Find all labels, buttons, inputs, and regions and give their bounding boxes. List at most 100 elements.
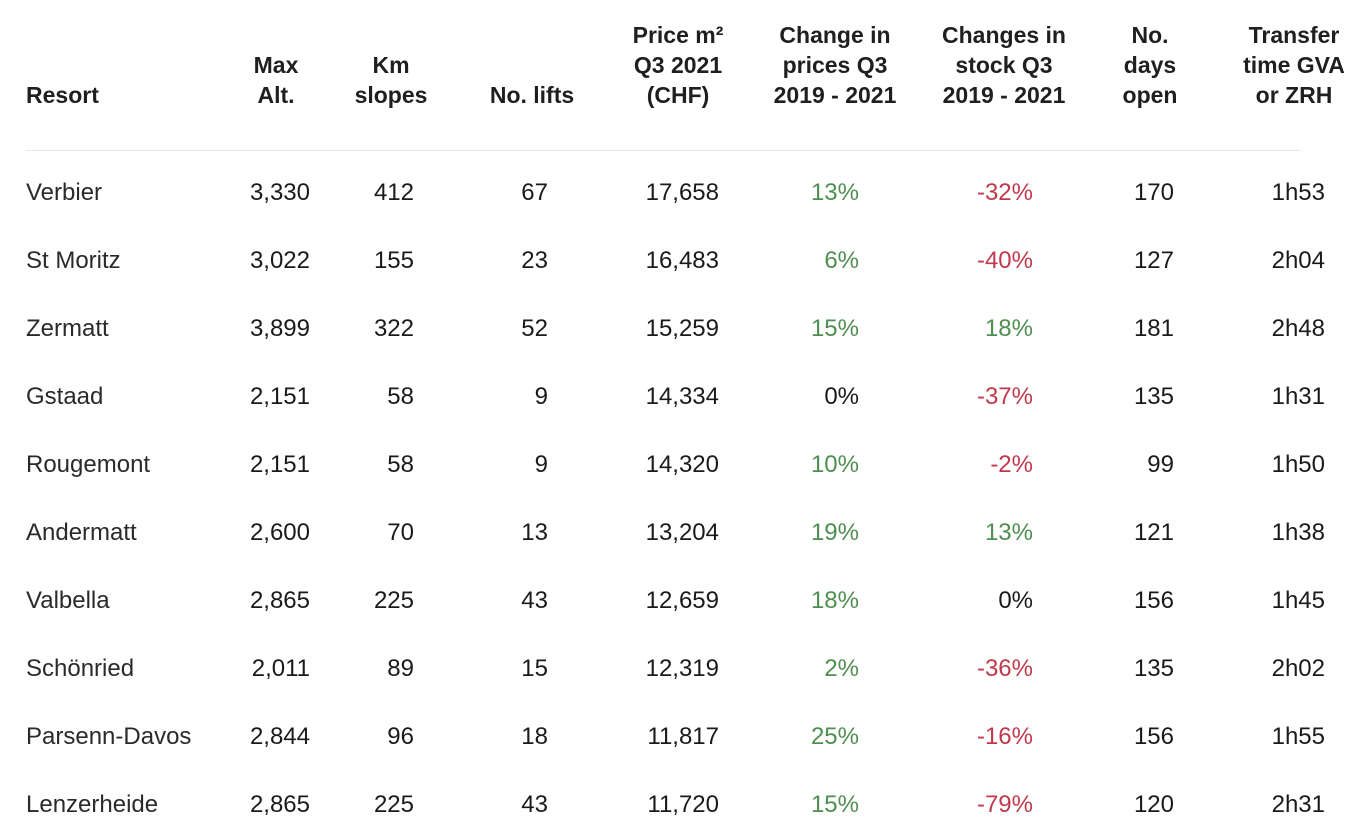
cell-days-open: 121 [1133, 519, 1174, 546]
table-row: Andermatt 2,600 70 13 13,204 19% 13% 121 1h38 [0, 499, 1360, 567]
cell-km-slopes: 58 [387, 383, 414, 410]
cell-km-slopes: 322 [373, 315, 414, 342]
cell-max-alt: 2,151 [249, 383, 310, 410]
table-row: Lenzerheide 2,865 225 43 11,720 15% -79% 120 2h3… [0, 771, 1360, 839]
cell-no-lifts: 43 [521, 791, 548, 818]
header-stock-change: Changes in stock Q3 2019 - 2021 [942, 22, 1066, 108]
cell-stock-change: -37% [976, 383, 1033, 410]
table-row: Valbella 2,865 225 43 12,659 18% 0% 156 1h45 [0, 567, 1360, 635]
cell-stock-change: -2% [990, 451, 1033, 478]
cell-max-alt: 2,865 [249, 587, 310, 614]
header-days-open: No. days open [1122, 22, 1178, 108]
cell-no-lifts: 15 [521, 655, 548, 682]
cell-price-change: 2% [824, 655, 859, 682]
header-price-change: Change in prices Q3 2019 - 2021 [773, 22, 897, 108]
cell-transfer-time: 1h55 [1271, 723, 1325, 750]
cell-km-slopes: 155 [373, 247, 414, 274]
cell-days-open: 181 [1133, 315, 1174, 342]
cell-resort: Lenzerheide [26, 791, 159, 818]
cell-price-change: 10% [810, 451, 859, 478]
cell-km-slopes: 412 [373, 179, 414, 206]
cell-stock-change: 13% [984, 519, 1033, 546]
cell-stock-change: -36% [976, 655, 1033, 682]
cell-days-open: 135 [1133, 383, 1174, 410]
cell-transfer-time: 2h02 [1271, 655, 1325, 682]
cell-days-open: 120 [1133, 791, 1174, 818]
cell-price: 14,320 [645, 451, 719, 478]
cell-no-lifts: 52 [521, 315, 548, 342]
table-row: Gstaad 2,151 58 9 14,334 0% -37% 135 1h31 [0, 363, 1360, 431]
cell-price: 12,319 [645, 655, 719, 682]
cell-resort: Parsenn-Davos [26, 723, 192, 750]
cell-max-alt: 2,011 [251, 655, 310, 682]
cell-price: 11,720 [647, 791, 719, 818]
cell-km-slopes: 225 [373, 587, 414, 614]
cell-days-open: 135 [1133, 655, 1174, 682]
cell-resort: Zermatt [26, 315, 109, 342]
cell-price-change: 18% [810, 587, 859, 614]
cell-price: 17,658 [645, 179, 719, 206]
table-row: Rougemont 2,151 58 9 14,320 10% -2% 99 1h50 [0, 431, 1360, 499]
cell-max-alt: 3,899 [249, 315, 310, 342]
cell-transfer-time: 2h31 [1271, 791, 1325, 818]
cell-stock-change: -32% [976, 179, 1033, 206]
cell-price: 12,659 [645, 587, 719, 614]
cell-days-open: 170 [1133, 179, 1174, 206]
header-resort: Resort [26, 82, 99, 108]
cell-days-open: 127 [1133, 247, 1174, 274]
cell-resort: St Moritz [26, 247, 121, 274]
cell-resort: Andermatt [26, 519, 137, 546]
cell-price: 14,334 [645, 383, 719, 410]
header-transfer-time: Transfer time GVA or ZRH [1243, 22, 1345, 108]
header-no-lifts: No. lifts [489, 82, 575, 108]
cell-km-slopes: 96 [387, 723, 414, 750]
cell-price: 16,483 [645, 247, 719, 274]
cell-resort: Valbella [26, 587, 110, 614]
table-row: Parsenn-Davos 2,844 96 18 11,817 25% -16% 156 1h… [0, 703, 1360, 771]
cell-no-lifts: 23 [521, 247, 548, 274]
cell-stock-change: 0% [998, 587, 1033, 614]
cell-transfer-time: 1h50 [1271, 451, 1325, 478]
header-max-alt: Max Alt. [253, 52, 299, 108]
header-km-slopes: Km slopes [354, 52, 428, 108]
cell-no-lifts: 9 [534, 383, 548, 410]
cell-stock-change: 18% [984, 315, 1033, 342]
cell-stock-change: -79% [976, 791, 1033, 818]
cell-price-change: 25% [810, 723, 859, 750]
table-row: Verbier 3,330 412 67 17,658 13% -32% 170 1h53 [0, 159, 1360, 227]
cell-stock-change: -40% [976, 247, 1033, 274]
cell-km-slopes: 89 [387, 655, 414, 682]
cell-max-alt: 2,865 [249, 791, 310, 818]
cell-max-alt: 3,022 [249, 247, 310, 274]
cell-resort: Schönried [26, 655, 135, 682]
cell-max-alt: 3,330 [249, 179, 310, 206]
cell-transfer-time: 1h38 [1271, 519, 1325, 546]
cell-price-change: 15% [810, 315, 859, 342]
table-row: Schönried 2,011 89 15 12,319 2% -36% 135 2h02 [0, 635, 1360, 703]
cell-transfer-time: 1h31 [1271, 383, 1325, 410]
cell-days-open: 156 [1133, 587, 1174, 614]
cell-no-lifts: 67 [521, 179, 548, 206]
cell-transfer-time: 2h48 [1271, 315, 1325, 342]
cell-km-slopes: 58 [387, 451, 414, 478]
table-row: St Moritz 3,022 155 23 16,483 6% -40% 127 2h04 [0, 227, 1360, 295]
cell-resort: Rougemont [26, 451, 151, 478]
cell-max-alt: 2,151 [249, 451, 310, 478]
cell-transfer-time: 1h45 [1271, 587, 1325, 614]
cell-no-lifts: 9 [534, 451, 548, 478]
cell-price: 13,204 [645, 519, 719, 546]
cell-transfer-time: 1h53 [1271, 179, 1325, 206]
cell-resort: Gstaad [26, 383, 104, 410]
cell-max-alt: 2,844 [249, 723, 310, 750]
cell-days-open: 156 [1133, 723, 1174, 750]
cell-no-lifts: 13 [521, 519, 548, 546]
cell-price-change: 15% [810, 791, 859, 818]
cell-no-lifts: 18 [521, 723, 548, 750]
table-row: Zermatt 3,899 322 52 15,259 15% 18% 181 2h48 [0, 295, 1360, 363]
cell-resort: Verbier [26, 179, 103, 206]
table-header: Resort Max Alt. Km slopes No. lifts Pric… [0, 0, 1360, 150]
cell-price: 15,259 [645, 315, 719, 342]
cell-km-slopes: 70 [387, 519, 414, 546]
cell-no-lifts: 43 [521, 587, 548, 614]
